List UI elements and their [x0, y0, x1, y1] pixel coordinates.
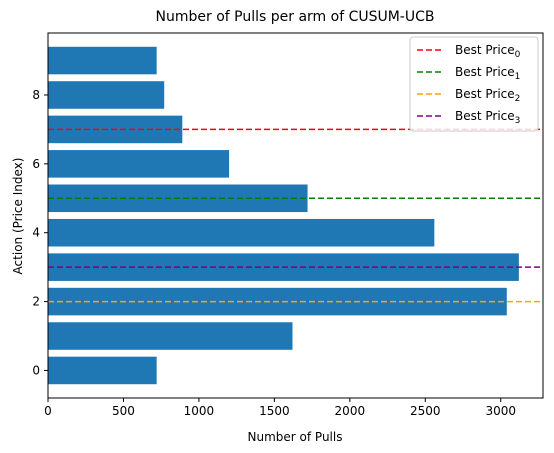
x-axis-label: Number of Pulls: [248, 430, 343, 444]
y-tick-label: 0: [32, 363, 40, 377]
legend-entry: Best Price1: [455, 65, 520, 82]
y-tick-label: 4: [32, 226, 40, 240]
x-tick-label: 1000: [184, 404, 215, 418]
bar-9: [48, 46, 157, 75]
x-axis-ticks: 0 500 1000 1500 2000 2500 3000: [44, 398, 516, 418]
x-tick-label: 3000: [485, 404, 516, 418]
y-tick-label: 8: [32, 88, 40, 102]
bar-4: [48, 218, 435, 247]
x-tick-label: 2500: [410, 404, 441, 418]
y-axis-ticks: 0 2 4 6 8: [32, 88, 48, 377]
legend-entry: Best Price3: [455, 109, 520, 126]
legend: Best Price0 Best Price1 Best Price2 Best Pr…: [409, 36, 539, 132]
bar-6: [48, 150, 230, 178]
bar-1: [48, 322, 293, 350]
legend-entry: Best Price2: [455, 87, 520, 104]
bar-8: [48, 81, 165, 109]
x-tick-label: 0: [44, 404, 52, 418]
plot-frame: [47, 32, 544, 399]
legend-entry: Best Price0: [455, 43, 521, 60]
legend-box: [409, 36, 539, 132]
chart-title: Number of Pulls per arm of CUSUM-UCB: [156, 9, 435, 25]
bar-0: [48, 356, 157, 385]
x-tick-label: 2000: [335, 404, 366, 418]
x-tick-label: 1500: [259, 404, 290, 418]
y-tick-label: 2: [32, 295, 40, 309]
y-axis-label: Action (Price Index): [11, 158, 25, 275]
reference-lines-group: [48, 128, 543, 303]
y-tick-label: 6: [32, 157, 40, 171]
x-tick-label: 500: [112, 404, 135, 418]
